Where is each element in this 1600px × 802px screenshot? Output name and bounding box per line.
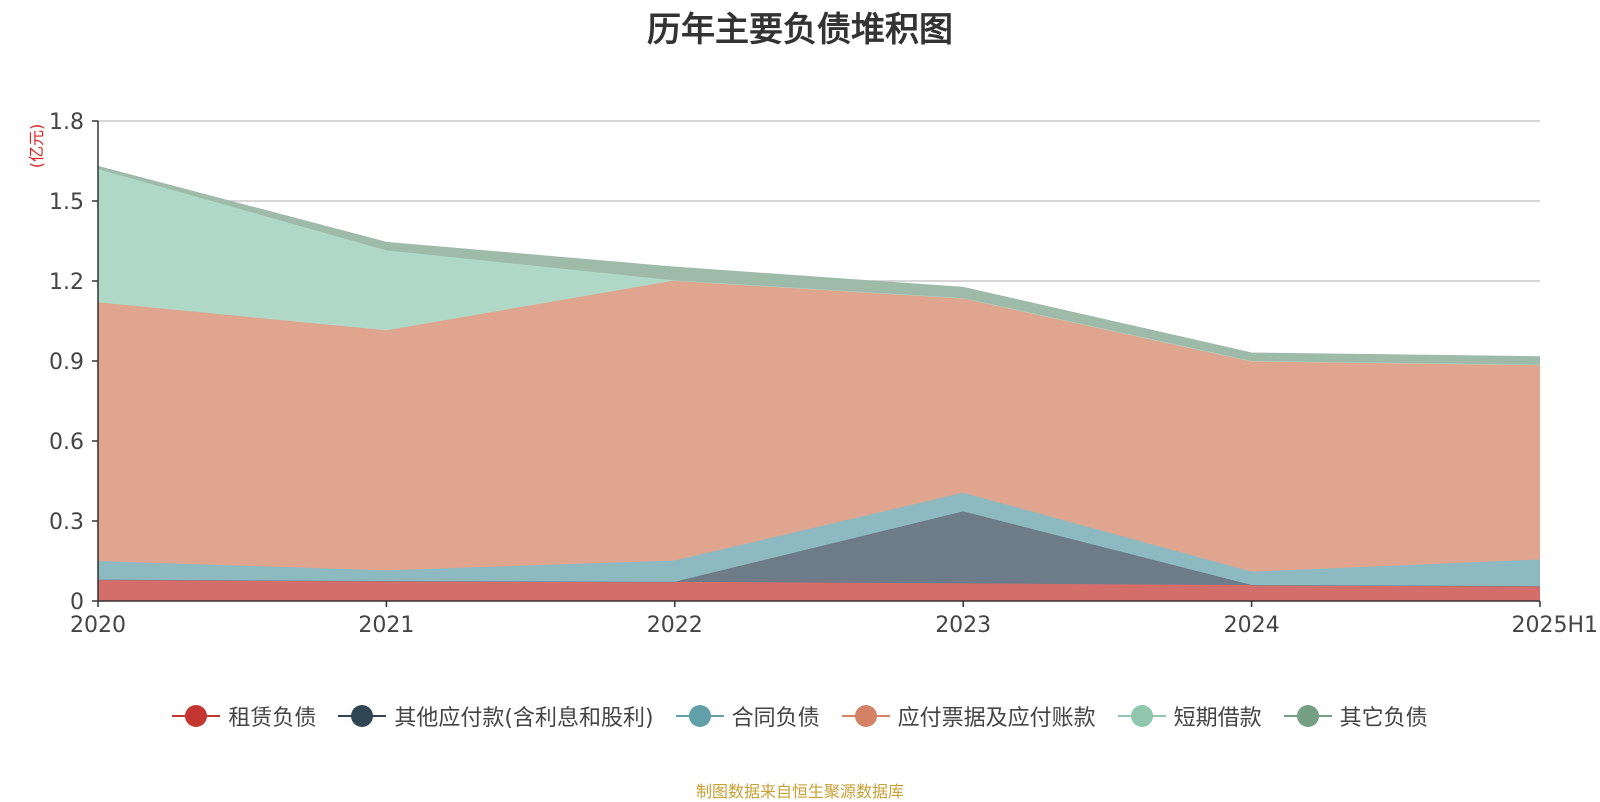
area-series-3[interactable] [98,280,1540,572]
legend-marker-icon [1283,704,1332,728]
y-tick-label-2: 0.6 [49,430,84,455]
tick-labels: 0 0.3 0.6 0.9 1.2 1.5 1.8 2020 2021 2022 2023 2024 2… [49,110,1598,638]
series-line-5 [97,165,1541,358]
y-tick-label-3: 0.9 [49,350,84,375]
x-tick-label-5: 2025H1 [1511,613,1598,638]
legend-item-3[interactable]: 应付票据及应付账款 [841,700,1096,732]
legend-item-0[interactable]: 租赁负债 [172,700,316,732]
legend-item-5[interactable]: 其它负债 [1283,700,1428,732]
area-series-1[interactable] [98,511,1540,587]
x-tick-label-3: 2023 [935,613,991,638]
y-tick-label-4: 1.2 [49,270,84,295]
legend-label: 租赁负债 [228,706,317,731]
x-tick-label-0: 2020 [70,613,126,638]
y-axis-unit-label: (亿元) [27,124,46,169]
legend-marker-icon [675,704,724,728]
legend-dot-icon [1296,705,1319,727]
legend-marker-icon [338,704,387,728]
legend-label: 合同负债 [731,706,820,731]
source-note: 制图数据来自恒生聚源数据库 [695,782,904,801]
legend-label: 应付票据及应付账款 [897,706,1096,731]
y-tick-label-1: 0.3 [49,510,84,535]
legend-label: 其他应付款(含利息和股利) [394,706,654,731]
y-tick-label-0: 0 [70,590,84,615]
axes [92,120,1541,607]
legend-item-2[interactable]: 合同负债 [675,700,820,732]
legend-dot-icon [1130,705,1153,727]
legend-dot-icon [688,705,711,727]
x-tick-label-2: 2022 [647,613,703,638]
legend: 租赁负债 其他应付款(含利息和股利) 合同负债 应付票据及应付账款 短期借款 其它负债 [0,700,1600,732]
legend-item-4[interactable]: 短期借款 [1117,700,1262,732]
legend-label: 其它负债 [1339,706,1428,731]
area-series-2[interactable] [98,492,1540,587]
legend-dot-icon [185,705,208,727]
x-tick-label-4: 2024 [1224,613,1280,638]
legend-dot-icon [351,705,374,727]
legend-label: 短期借款 [1173,706,1262,731]
legend-marker-icon [1117,704,1166,728]
legend-dot-icon [854,705,877,727]
chart-title: 历年主要负债堆积图 [647,10,953,50]
y-tick-label-5: 1.5 [49,190,84,215]
legend-marker-icon [172,704,221,728]
x-tick-label-1: 2021 [358,613,414,638]
legend-marker-icon [841,704,890,728]
y-tick-label-6: 1.8 [49,110,84,135]
legend-item-1[interactable]: 其他应付款(含利息和股利) [338,700,654,732]
area-series [97,165,1541,601]
area-series-4[interactable] [98,169,1540,365]
